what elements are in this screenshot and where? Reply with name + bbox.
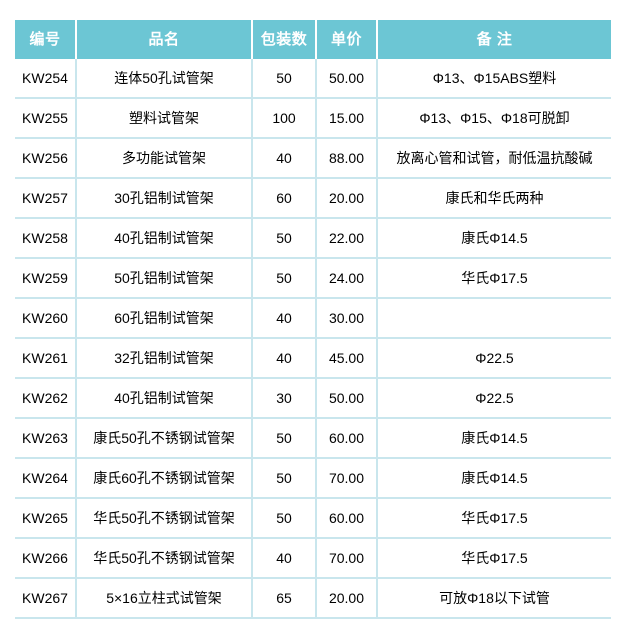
column-header-remark: 备 注 — [377, 20, 611, 59]
cell-remark: 放离心管和试管，耐低温抗酸碱 — [377, 138, 611, 179]
cell-pack: 50 — [252, 218, 317, 259]
table-row: KW255 塑料试管架 100 15.00 Φ13、Φ15、Φ18可脱卸 — [15, 98, 611, 139]
cell-name: 30孔铝制试管架 — [76, 178, 253, 219]
cell-code: KW265 — [15, 498, 77, 539]
product-table-container: 编号 品名 包装数 单价 备 注 KW254 连体50孔试管架 50 50.00 Φ13… — [15, 20, 611, 619]
cell-code: KW255 — [15, 98, 77, 139]
cell-price: 88.00 — [316, 138, 378, 179]
cell-price: 20.00 — [316, 578, 378, 619]
cell-code: KW258 — [15, 218, 77, 259]
cell-pack: 30 — [252, 378, 317, 419]
product-specification-table: 编号 品名 包装数 单价 备 注 KW254 连体50孔试管架 50 50.00 Φ13… — [15, 20, 611, 619]
cell-price: 15.00 — [316, 98, 378, 139]
cell-name: 32孔铝制试管架 — [76, 338, 253, 379]
table-row: KW265 华氏50孔不锈钢试管架 50 60.00 华氏Φ17.5 — [15, 498, 611, 539]
cell-pack: 40 — [252, 138, 317, 179]
cell-pack: 100 — [252, 98, 317, 139]
cell-name: 多功能试管架 — [76, 138, 253, 179]
cell-price: 70.00 — [316, 538, 378, 579]
cell-price: 24.00 — [316, 258, 378, 299]
cell-name: 华氏50孔不锈钢试管架 — [76, 498, 253, 539]
table-row: KW263 康氏50孔不锈钢试管架 50 60.00 康氏Φ14.5 — [15, 418, 611, 459]
cell-code: KW260 — [15, 298, 77, 339]
cell-code: KW259 — [15, 258, 77, 299]
cell-code: KW267 — [15, 578, 77, 619]
cell-remark: Φ13、Φ15ABS塑料 — [377, 59, 611, 99]
cell-price: 70.00 — [316, 458, 378, 499]
cell-name: 40孔铝制试管架 — [76, 378, 253, 419]
cell-pack: 40 — [252, 338, 317, 379]
table-row: KW256 多功能试管架 40 88.00 放离心管和试管，耐低温抗酸碱 — [15, 138, 611, 179]
column-header-code: 编号 — [15, 20, 77, 59]
cell-name: 康氏50孔不锈钢试管架 — [76, 418, 253, 459]
cell-pack: 60 — [252, 178, 317, 219]
cell-price: 20.00 — [316, 178, 378, 219]
cell-pack: 65 — [252, 578, 317, 619]
cell-remark — [377, 298, 611, 339]
cell-name: 塑料试管架 — [76, 98, 253, 139]
cell-code: KW263 — [15, 418, 77, 459]
cell-price: 60.00 — [316, 418, 378, 459]
table-row: KW267 5×16立柱式试管架 65 20.00 可放Φ18以下试管 — [15, 578, 611, 619]
cell-name: 5×16立柱式试管架 — [76, 578, 253, 619]
cell-code: KW254 — [15, 59, 77, 99]
cell-price: 45.00 — [316, 338, 378, 379]
cell-name: 40孔铝制试管架 — [76, 218, 253, 259]
cell-code: KW264 — [15, 458, 77, 499]
cell-pack: 50 — [252, 418, 317, 459]
cell-remark: Φ22.5 — [377, 378, 611, 419]
cell-name: 华氏50孔不锈钢试管架 — [76, 538, 253, 579]
table-row: KW254 连体50孔试管架 50 50.00 Φ13、Φ15ABS塑料 — [15, 59, 611, 99]
cell-pack: 40 — [252, 298, 317, 339]
cell-remark: 康氏Φ14.5 — [377, 418, 611, 459]
column-header-price: 单价 — [316, 20, 378, 59]
cell-pack: 50 — [252, 59, 317, 99]
table-row: KW258 40孔铝制试管架 50 22.00 康氏Φ14.5 — [15, 218, 611, 259]
cell-code: KW257 — [15, 178, 77, 219]
cell-remark: 康氏Φ14.5 — [377, 218, 611, 259]
cell-code: KW261 — [15, 338, 77, 379]
header-row: 编号 品名 包装数 单价 备 注 — [15, 20, 611, 59]
cell-name: 康氏60孔不锈钢试管架 — [76, 458, 253, 499]
cell-code: KW266 — [15, 538, 77, 579]
cell-remark: Φ22.5 — [377, 338, 611, 379]
cell-price: 60.00 — [316, 498, 378, 539]
cell-price: 50.00 — [316, 378, 378, 419]
cell-remark: 华氏Φ17.5 — [377, 258, 611, 299]
cell-name: 连体50孔试管架 — [76, 59, 253, 99]
cell-code: KW262 — [15, 378, 77, 419]
table-header: 编号 品名 包装数 单价 备 注 — [15, 20, 611, 59]
table-row: KW266 华氏50孔不锈钢试管架 40 70.00 华氏Φ17.5 — [15, 538, 611, 579]
cell-name: 60孔铝制试管架 — [76, 298, 253, 339]
table-row: KW257 30孔铝制试管架 60 20.00 康氏和华氏两种 — [15, 178, 611, 219]
cell-remark: 康氏和华氏两种 — [377, 178, 611, 219]
cell-pack: 50 — [252, 258, 317, 299]
cell-remark: Φ13、Φ15、Φ18可脱卸 — [377, 98, 611, 139]
cell-pack: 50 — [252, 498, 317, 539]
cell-name: 50孔铝制试管架 — [76, 258, 253, 299]
cell-remark: 华氏Φ17.5 — [377, 498, 611, 539]
table-row: KW262 40孔铝制试管架 30 50.00 Φ22.5 — [15, 378, 611, 419]
cell-remark: 华氏Φ17.5 — [377, 538, 611, 579]
column-header-name: 品名 — [76, 20, 253, 59]
cell-pack: 50 — [252, 458, 317, 499]
cell-code: KW256 — [15, 138, 77, 179]
column-header-pack: 包装数 — [252, 20, 317, 59]
cell-remark: 康氏Φ14.5 — [377, 458, 611, 499]
cell-remark: 可放Φ18以下试管 — [377, 578, 611, 619]
cell-price: 22.00 — [316, 218, 378, 259]
table-row: KW264 康氏60孔不锈钢试管架 50 70.00 康氏Φ14.5 — [15, 458, 611, 499]
cell-pack: 40 — [252, 538, 317, 579]
cell-price: 30.00 — [316, 298, 378, 339]
cell-price: 50.00 — [316, 59, 378, 99]
table-body: KW254 连体50孔试管架 50 50.00 Φ13、Φ15ABS塑料 KW255 塑料试… — [15, 59, 611, 619]
table-row: KW261 32孔铝制试管架 40 45.00 Φ22.5 — [15, 338, 611, 379]
table-row: KW259 50孔铝制试管架 50 24.00 华氏Φ17.5 — [15, 258, 611, 299]
table-row: KW260 60孔铝制试管架 40 30.00 — [15, 298, 611, 339]
